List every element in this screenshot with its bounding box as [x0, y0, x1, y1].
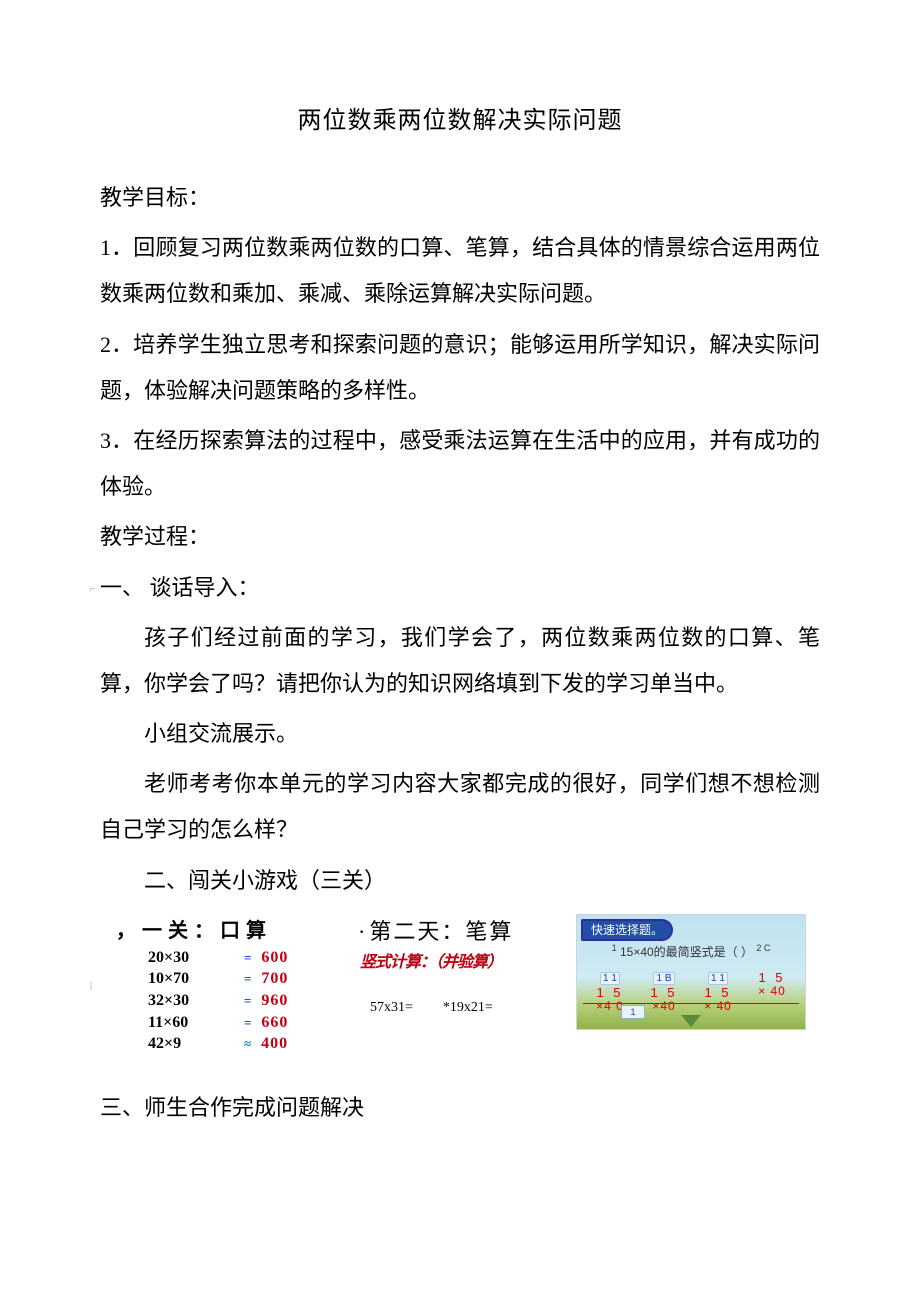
- g1-ans: 600: [261, 947, 288, 969]
- equals-icon: =: [242, 1014, 253, 1032]
- section-1-p3: 老师考考你本单元的学习内容大家都完成的很好，同学们想不想检测自己学习的怎么样？: [100, 761, 820, 853]
- equals-icon: =: [242, 949, 253, 967]
- section-1-heading: 一、 谈话导入：: [100, 565, 820, 611]
- equals-icon: ≈: [242, 1035, 253, 1053]
- opt-top: 1 5: [637, 986, 691, 1000]
- chevron-down-icon[interactable]: [681, 1015, 701, 1027]
- g1-ans: 400: [261, 1033, 288, 1055]
- g2-expr-2: *19x21=: [443, 1000, 493, 1016]
- quiz-opt-c[interactable]: 1 1 1 5 × 40: [691, 971, 745, 1013]
- g1-expr: 10×70: [148, 968, 236, 990]
- game-1-row: 32×30 = 960: [148, 990, 350, 1012]
- g1-expr: 32×30: [148, 990, 236, 1012]
- equals-icon: =: [242, 992, 253, 1010]
- q-text: 15×40的最简竖式是（ ）: [620, 945, 753, 959]
- game-2-expressions: 57x31= *19x21=: [370, 1000, 568, 1016]
- g1-expr: 11×60: [148, 1012, 236, 1034]
- section-1-p2: 小组交流展示。: [100, 711, 820, 757]
- game-2-title: ·第二天：笔算: [358, 914, 568, 946]
- game-2-written: ·第二天：笔算 竖式计算：（并验算） 57x31= *19x21=: [358, 914, 568, 1016]
- section-2-heading: 二、闯关小游戏（三关）: [100, 858, 820, 904]
- games-row: ，一关：口算 20×30 = 600 10×70 = 700 32×30 = 9…: [120, 914, 820, 1055]
- g2-expr-1: 57x31=: [370, 1000, 413, 1016]
- opt-top: 1 5: [745, 971, 799, 985]
- g1-ans: 660: [261, 1012, 288, 1034]
- opt-top: 1 5: [583, 986, 637, 1000]
- game-1-row: 10×70 = 700: [148, 968, 350, 990]
- quiz-opt-b[interactable]: 1 B 1 5 ×40: [637, 971, 691, 1013]
- section-3-heading: 三、师生合作完成问题解决: [100, 1085, 820, 1131]
- margin-mark-2: |: [90, 980, 92, 991]
- quiz-badge: 快速选择题。: [581, 919, 673, 941]
- g1-ans: 700: [261, 968, 288, 990]
- g1-expr: 42×9: [148, 1033, 236, 1055]
- g1-expr: 20×30: [148, 947, 236, 969]
- margin-mark-1: ⌐: [90, 584, 96, 595]
- goal-1: 1．回顾复习两位数乘两位数的口算、笔算，结合具体的情景综合运用两位数乘两位数和乘…: [100, 225, 820, 317]
- opt-label: 1 B: [653, 972, 674, 985]
- game-2-title-text: 第二天：笔算: [369, 919, 513, 944]
- heading-process: 教学过程：: [100, 514, 820, 560]
- document-page: ⌐ | 两位数乘两位数解决实际问题 教学目标： 1．回顾复习两位数乘两位数的口算…: [0, 0, 920, 1300]
- opt-label: 1 1: [600, 972, 620, 985]
- game-2-subtitle: 竖式计算：（并验算）: [360, 948, 568, 972]
- game-1-row: 11×60 = 660: [148, 1012, 350, 1034]
- quiz-smallbox: 1: [621, 1005, 645, 1019]
- quiz-underline: [583, 1003, 799, 1004]
- game-1-row: 42×9 ≈ 400: [148, 1033, 350, 1055]
- opt-top: 1 5: [691, 986, 745, 1000]
- opt-bot: × 40: [745, 985, 799, 998]
- heading-goals: 教学目标：: [100, 175, 820, 221]
- equals-icon: =: [242, 970, 253, 988]
- goal-3: 3．在经历探索算法的过程中，感受乘法运算在生活中的应用，并有成功的体验。: [100, 418, 820, 510]
- section-1-p1: 孩子们经过前面的学习，我们学会了，两位数乘两位数的口算、笔算，你学会了吗？请把你…: [100, 615, 820, 707]
- opt-label: 1 1: [708, 972, 728, 985]
- game-1-title: ，一关：口算: [116, 914, 350, 943]
- game-1-row: 20×30 = 600: [148, 947, 350, 969]
- game-1-rows: 20×30 = 600 10×70 = 700 32×30 = 960 11×6…: [148, 947, 350, 1055]
- game-1-mental: ，一关：口算 20×30 = 600 10×70 = 700 32×30 = 9…: [120, 914, 350, 1055]
- quiz-question: 1 15×40的最简竖式是（ ） 2 C: [577, 943, 805, 960]
- q-sup-left: 1: [612, 943, 617, 953]
- quiz-opt-d[interactable]: 1 5 × 40: [745, 971, 799, 1013]
- quiz-options: 1 1 1 5 ×4 0 1 B 1 5 ×40 1 1 1 5 × 40 1 …: [583, 971, 799, 1013]
- q-sup-right: 2 C: [756, 943, 770, 953]
- g1-ans: 960: [261, 990, 288, 1012]
- goal-2: 2．培养学生独立思考和探索问题的意识；能够运用所学知识，解决实际问题，体验解决问…: [100, 322, 820, 414]
- game-3-quiz-card: 快速选择题。 1 15×40的最简竖式是（ ） 2 C 1 1 1 5 ×4 0…: [576, 914, 806, 1030]
- doc-title: 两位数乘两位数解决实际问题: [100, 100, 820, 135]
